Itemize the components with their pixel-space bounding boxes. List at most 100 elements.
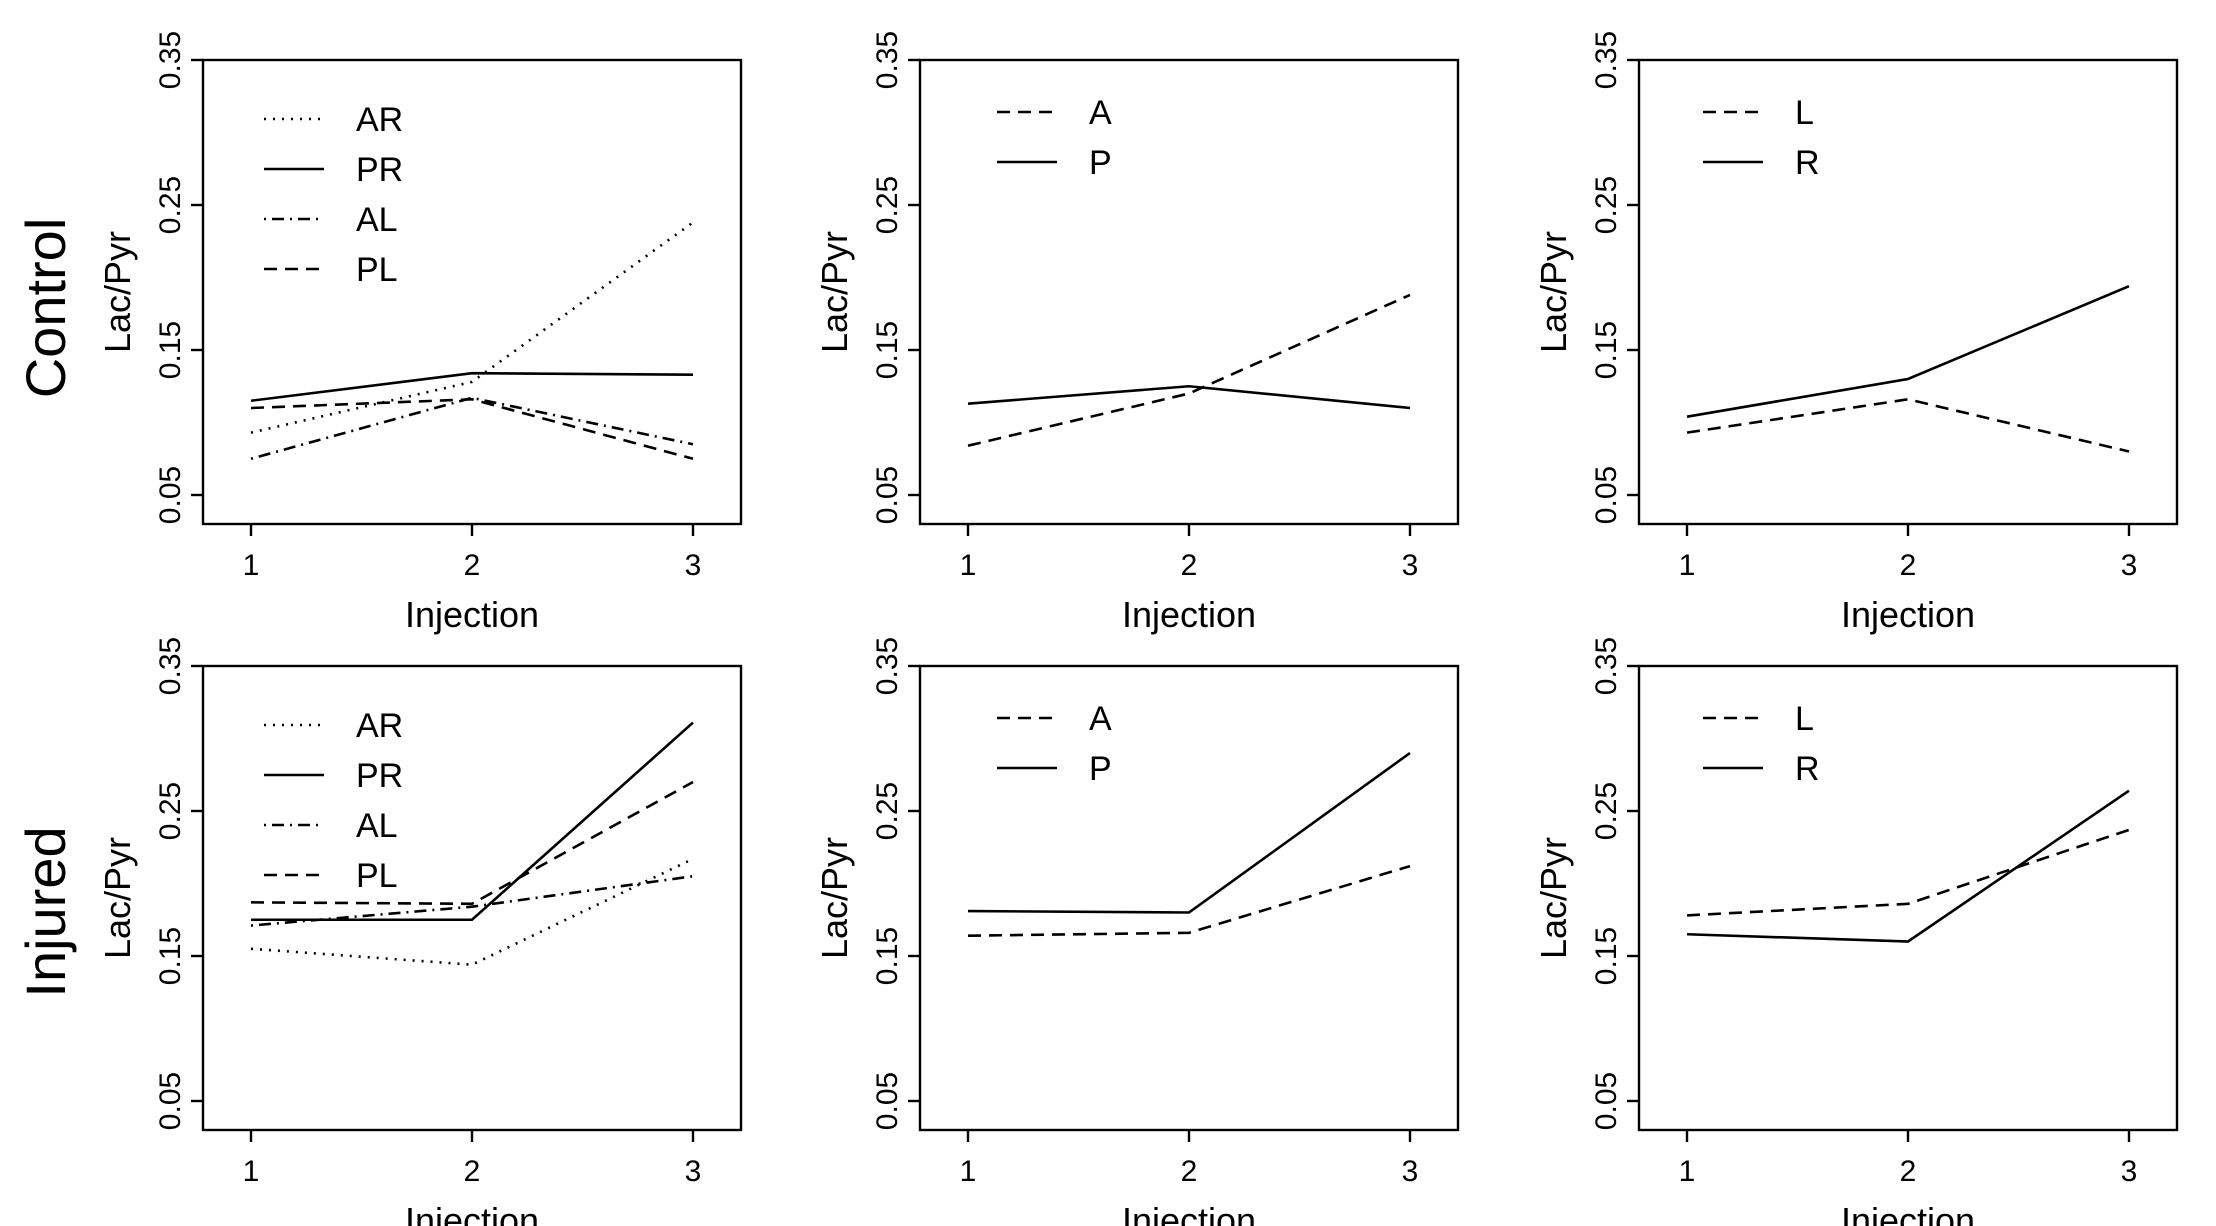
- panel-injured-2: 1 2 3 0.05 0.15 0.25 0.35 Injection Lac/Pyr AP: [814, 637, 1460, 1226]
- y-axis-label: Lac/Pyr: [814, 837, 855, 959]
- legend-label-a: A: [1089, 700, 1112, 738]
- y-tick-label: 0.15: [154, 321, 187, 379]
- plot-frame: [201, 58, 743, 526]
- y-tick-label: 0.35: [154, 31, 187, 89]
- y-tick-label: 0.05: [1590, 466, 1623, 524]
- x-tick-label: 3: [1402, 1155, 1419, 1188]
- panel-injured-3: 1 2 3 0.05 0.15 0.25 0.35 Injection Lac/Pyr LR: [1533, 637, 2179, 1226]
- legend-label-p: P: [1089, 750, 1112, 788]
- legend-label-p: P: [1089, 144, 1112, 182]
- x-axis-label: Injection: [405, 594, 539, 635]
- panel-control-2: 1 2 3 0.05 0.15 0.25 0.35 Injection Lac/Pyr AP: [814, 31, 1460, 635]
- x-tick-label: 2: [1900, 549, 1917, 582]
- y-tick-label: 0.35: [1590, 31, 1623, 89]
- legend: AP: [997, 700, 1112, 788]
- y-axis-label: Lac/Pyr: [97, 231, 138, 353]
- row-label-injured: Injured: [14, 826, 77, 997]
- panel-injured-1: 1 2 30.050.150.250.35InjectionLac/PyrARPRA…: [97, 637, 743, 1226]
- series-line-a: [967, 864, 1411, 937]
- y-tick-label: 0.15: [154, 927, 187, 985]
- y-axis-label: Lac/Pyr: [1533, 231, 1574, 353]
- legend-label-al: AL: [356, 201, 398, 239]
- x-tick-label: 1: [960, 1155, 977, 1188]
- series-line-l: [1686, 397, 2130, 453]
- y-tick-label: 0.25: [871, 176, 904, 234]
- series-line-ar: [250, 221, 694, 434]
- y-tick-label: 0.05: [871, 466, 904, 524]
- x-tick-label: 3: [2121, 549, 2138, 582]
- y-tick-label: 0.25: [1590, 782, 1623, 840]
- y-tick-label: 0.15: [1590, 927, 1623, 985]
- x-tick-label: 2: [464, 1155, 481, 1188]
- y-axis-label: Lac/Pyr: [1533, 837, 1574, 959]
- series-line-pr: [251, 721, 694, 922]
- series-line-pl: [250, 780, 694, 906]
- series-line-ar: [250, 857, 694, 967]
- x-tick-label: 2: [464, 549, 481, 582]
- x-tick-label: 3: [2121, 1155, 2138, 1188]
- y-axis-label: Lac/Pyr: [97, 837, 138, 959]
- x-tick-label: 1: [1679, 549, 1696, 582]
- y-tick-label: 0.25: [154, 782, 187, 840]
- x-axis-label: Injection: [1122, 594, 1256, 635]
- legend-label-ar: AR: [356, 101, 403, 139]
- legend: AR PR AL PL: [264, 707, 403, 895]
- y-tick-label: 0.25: [871, 782, 904, 840]
- series-line-r: [1686, 285, 2130, 418]
- y-tick-label: 0.15: [1590, 321, 1623, 379]
- panel-control-3: 1 2 3 0.05 0.15 0.25 0.35 Injection Lac/Pyr LR: [1533, 31, 2179, 635]
- plot-frame: [201, 664, 743, 1132]
- x-tick-label: 1: [960, 549, 977, 582]
- series-line-a: [967, 293, 1411, 447]
- legend: LR: [1703, 700, 1820, 788]
- y-tick-label: 0.25: [1590, 176, 1623, 234]
- y-tick-label: 0.35: [871, 637, 904, 695]
- series-line-l: [1686, 828, 2130, 917]
- y-axis-label: Lac/Pyr: [814, 231, 855, 353]
- plot-frame: [1637, 664, 2179, 1132]
- series-line-p: [967, 751, 1411, 914]
- legend-label-ar: AR: [356, 707, 403, 745]
- legend-label-pr: PR: [356, 151, 403, 189]
- y-tick-label: 0.05: [154, 1072, 187, 1130]
- legend: LR: [1703, 94, 1820, 182]
- x-tick-label: 1: [243, 1155, 260, 1188]
- legend-label-l: L: [1795, 94, 1814, 132]
- legend-label-pl: PL: [356, 857, 398, 895]
- x-tick-label: 3: [685, 1155, 702, 1188]
- x-axis-label: Injection: [1122, 1200, 1256, 1226]
- legend-label-r: R: [1795, 750, 1820, 788]
- y-tick-label: 0.05: [1590, 1072, 1623, 1130]
- series-line-r: [1686, 789, 2130, 943]
- x-tick-label: 3: [1402, 549, 1419, 582]
- legend: AR PR AL PL: [264, 101, 403, 289]
- panel-control-1: 1 2 30.050.150.250.35InjectionLac/PyrARPRA…: [97, 31, 743, 635]
- x-tick-label: 2: [1900, 1155, 1917, 1188]
- x-tick-label: 2: [1181, 1155, 1198, 1188]
- row-label-control: Control: [14, 218, 77, 399]
- legend-label-r: R: [1795, 144, 1820, 182]
- y-tick-label: 0.35: [154, 637, 187, 695]
- legend-label-pr: PR: [356, 757, 403, 795]
- series-line-pr: [250, 371, 694, 403]
- legend-label-l: L: [1795, 700, 1814, 738]
- x-axis-label: Injection: [405, 1200, 539, 1226]
- y-tick-label: 0.35: [871, 31, 904, 89]
- x-tick-label: 3: [685, 549, 702, 582]
- y-tick-label: 0.05: [871, 1072, 904, 1130]
- y-tick-label: 0.15: [871, 321, 904, 379]
- x-tick-label: 2: [1181, 549, 1198, 582]
- y-tick-label: 0.05: [154, 466, 187, 524]
- legend: AP: [997, 94, 1112, 182]
- series-line-al: [250, 874, 694, 927]
- series-line-p: [967, 384, 1411, 410]
- x-tick-label: 1: [243, 549, 260, 582]
- y-tick-label: 0.15: [871, 927, 904, 985]
- legend-label-pl: PL: [356, 251, 398, 289]
- legend-label-al: AL: [356, 807, 398, 845]
- series-line-al: [250, 396, 694, 461]
- plot-frame: [918, 664, 1460, 1132]
- plot-frame: [1637, 58, 2179, 526]
- x-axis-label: Injection: [1841, 1200, 1975, 1226]
